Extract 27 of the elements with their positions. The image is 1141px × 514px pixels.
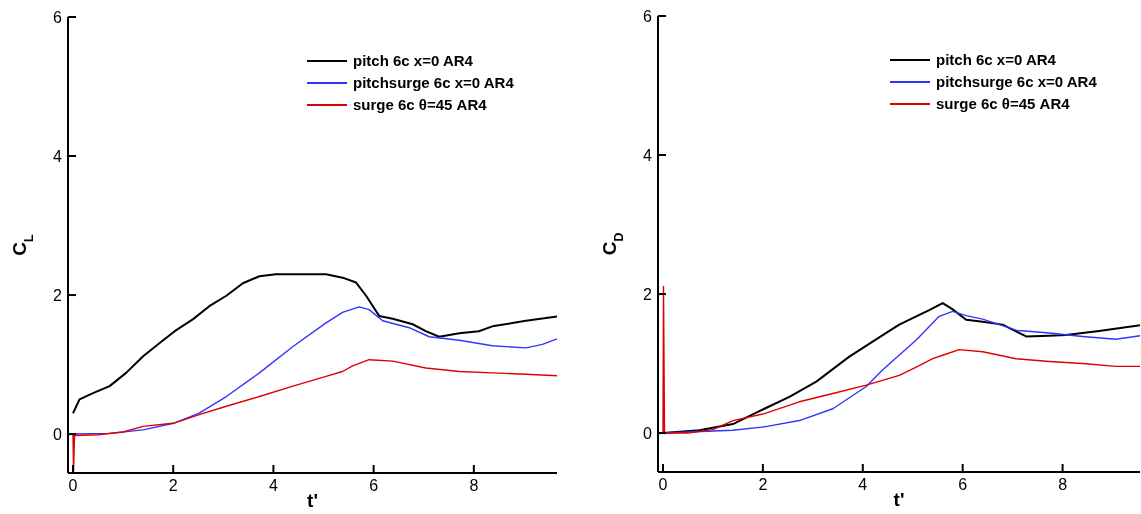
- x-tick-label: 2: [168, 477, 178, 494]
- legend-label: pitchsurge 6c x=0 AR4: [353, 74, 515, 92]
- x-tick-label: 2: [758, 476, 768, 493]
- y-tick-label: 0: [53, 425, 63, 443]
- y-tick-label: 2: [53, 286, 63, 304]
- x-axis-title: t': [307, 490, 318, 511]
- y-tick-label: 6: [643, 7, 653, 25]
- x-tick-label: 6: [369, 477, 379, 494]
- y-tick-label: 4: [53, 147, 63, 165]
- legend-label: pitch 6c x=0 AR4: [353, 52, 474, 70]
- y-tick-label: 6: [53, 8, 63, 26]
- x-tick-label: 8: [469, 477, 479, 494]
- line-series: [72, 273, 558, 415]
- legend-label: pitchsurge 6c x=0 AR4: [936, 73, 1098, 91]
- x-tick-label: 4: [268, 477, 278, 494]
- y-tick-label: 2: [643, 285, 653, 303]
- y-tick-label: 4: [643, 146, 653, 164]
- legend-label: surge 6c θ=45 AR4: [936, 95, 1071, 113]
- x-tick-label: 4: [858, 476, 868, 493]
- x-tick-label: 0: [68, 477, 78, 494]
- legend-label: surge 6c θ=45 AR4: [353, 96, 488, 114]
- x-tick-label: 6: [958, 476, 968, 493]
- x-tick-label: 8: [1058, 476, 1068, 493]
- x-axis-title: t': [893, 489, 905, 510]
- x-tick-label: 0: [658, 476, 668, 493]
- legend-label: pitch 6c x=0 AR4: [936, 51, 1057, 69]
- y-tick-label: 0: [643, 424, 653, 442]
